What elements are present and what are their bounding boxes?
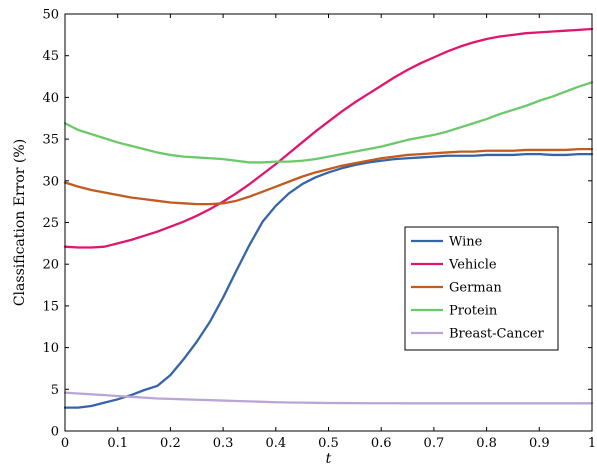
series-line-german [63, 147, 594, 206]
y-tick-label: 20 [42, 258, 59, 273]
y-tick-label: 50 [42, 8, 59, 23]
legend-label: German [449, 281, 502, 296]
series-line-protein [63, 81, 594, 164]
legend-label: Wine [449, 235, 483, 250]
y-tick-label: 35 [42, 133, 59, 148]
x-tick-label: 0.7 [424, 436, 445, 451]
x-tick-label: 0.1 [107, 436, 128, 451]
y-axis-label: Classification Error (%) [12, 139, 28, 306]
legend-label: Breast-Cancer [449, 327, 545, 342]
x-tick-label: 0.4 [265, 436, 286, 451]
legend-label: Vehicle [448, 258, 497, 273]
x-tick-label: 0.8 [476, 436, 497, 451]
legend-box [404, 226, 559, 351]
x-tick-label: 0.9 [529, 436, 550, 451]
y-tick-label: 30 [42, 174, 59, 189]
x-tick-label: 0.2 [160, 436, 181, 451]
y-tick-label: 40 [42, 91, 59, 106]
plot-frame [64, 13, 593, 432]
x-tick-label: 1 [588, 436, 596, 451]
legend-label: Protein [449, 304, 498, 319]
legend: Wine Vehicle German Protein Breast-Cancer [404, 226, 559, 351]
x-tick-label: 0.6 [371, 436, 392, 451]
x-axis-label: t [326, 451, 332, 467]
y-tick-label: 25 [42, 216, 59, 231]
series-line-breast-cancer [63, 391, 594, 405]
y-tick-label: 15 [42, 299, 59, 314]
y-tick-label: 5 [51, 383, 59, 398]
series-line-vehicle [63, 27, 594, 249]
series-lines [63, 27, 594, 409]
y-tick-label: 0 [51, 425, 59, 440]
x-tick-label: 0 [61, 436, 69, 451]
x-tick-label: 0.3 [213, 436, 234, 451]
y-tick-label: 10 [42, 341, 59, 356]
axis-ticks: 0 0.1 0.2 0.3 0.4 0.5 0.6 0.7 0.8 0.9 105101520253… [42, 8, 596, 452]
y-tick-label: 45 [42, 49, 59, 64]
series-line-wine [63, 152, 594, 409]
x-tick-label: 0.5 [318, 436, 339, 451]
